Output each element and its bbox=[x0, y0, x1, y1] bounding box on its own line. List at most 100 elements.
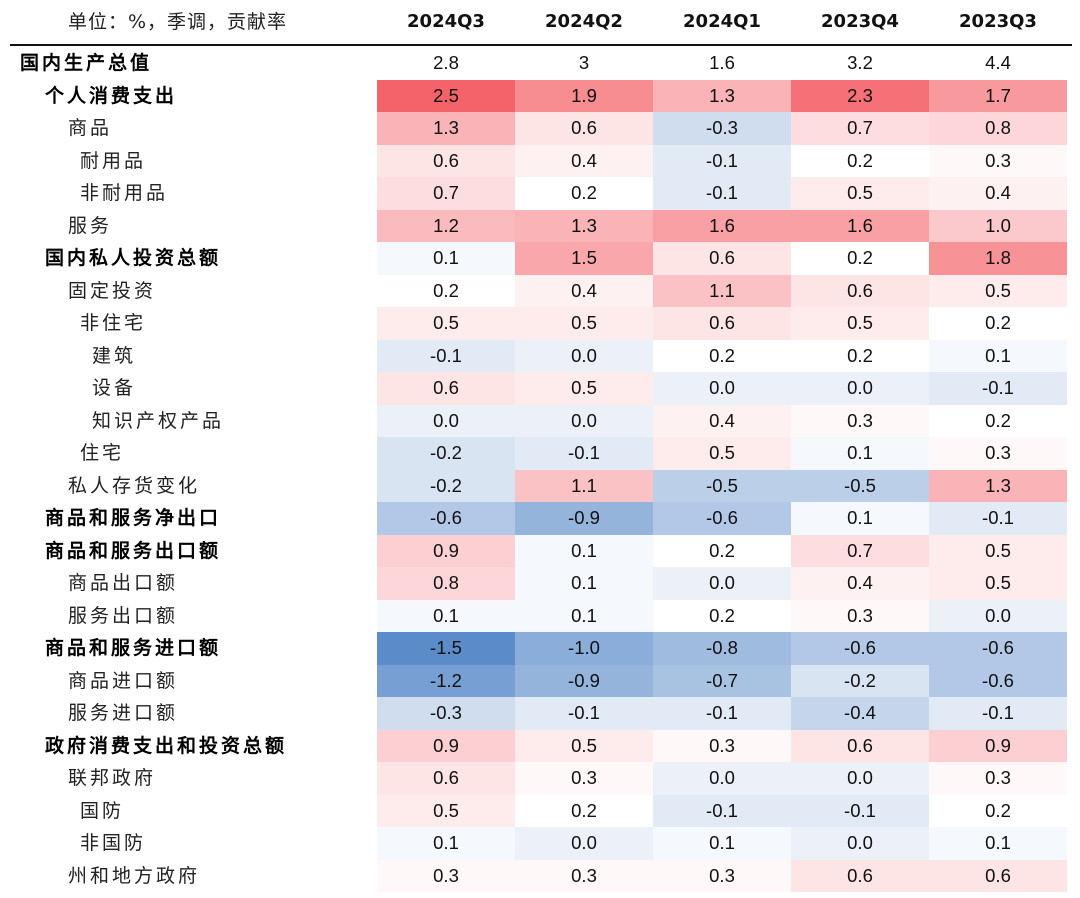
heatmap-cell: 0.0 bbox=[791, 762, 929, 795]
heatmap-cell: 0.7 bbox=[791, 112, 929, 145]
heatmap-cell: 1.9 bbox=[515, 79, 653, 112]
heatmap-cell: 0.6 bbox=[377, 372, 515, 405]
heatmap-cell: 0.6 bbox=[791, 274, 929, 307]
heatmap-cell: -0.6 bbox=[929, 664, 1067, 697]
row-label: 住宅 bbox=[80, 442, 125, 464]
column-header: 2024Q2 bbox=[545, 11, 623, 32]
heatmap-cell: 0.3 bbox=[791, 404, 929, 437]
heatmap-cell: 0.6 bbox=[791, 729, 929, 762]
column-header: 2024Q3 bbox=[407, 11, 485, 32]
heatmap-cell: -0.6 bbox=[929, 632, 1067, 665]
heatmap-cell: 0.2 bbox=[791, 242, 929, 275]
heatmap-cell: -0.1 bbox=[377, 339, 515, 372]
row-label: 联邦政府 bbox=[68, 767, 157, 789]
row-label: 设备 bbox=[92, 377, 137, 399]
heatmap-cell: -0.2 bbox=[377, 469, 515, 502]
heatmap-cell: 0.2 bbox=[929, 404, 1067, 437]
row-label: 商品出口额 bbox=[68, 572, 179, 594]
heatmap-cell: 0.0 bbox=[377, 404, 515, 437]
heatmap-cell: -1.5 bbox=[377, 632, 515, 665]
heatmap-cell: -0.5 bbox=[653, 469, 791, 502]
row-label: 非国防 bbox=[80, 832, 147, 854]
heatmap-cell: -0.5 bbox=[791, 469, 929, 502]
heatmap-cell: 0.9 bbox=[929, 729, 1067, 762]
heatmap-cell: 0.0 bbox=[515, 339, 653, 372]
heatmap-cell: 1.1 bbox=[515, 469, 653, 502]
column-header: 2023Q4 bbox=[821, 11, 899, 32]
heatmap-cell: -0.1 bbox=[791, 794, 929, 827]
heatmap-cell: 0.1 bbox=[929, 827, 1067, 860]
heatmap-cell: 0.3 bbox=[515, 859, 653, 892]
heatmap-cell: -0.8 bbox=[653, 632, 791, 665]
row-label: 商品和服务进口额 bbox=[45, 637, 222, 659]
heatmap-cell: 0.0 bbox=[653, 567, 791, 600]
heatmap-cell: 4.4 bbox=[985, 52, 1011, 73]
heatmap-cell: 0.1 bbox=[515, 534, 653, 567]
row-label: 国内私人投资总额 bbox=[45, 247, 222, 269]
row-label: 固定投资 bbox=[68, 279, 157, 302]
heatmap-cell: 0.3 bbox=[791, 599, 929, 632]
heatmap-cell: -0.1 bbox=[653, 794, 791, 827]
heatmap-cell: 0.5 bbox=[929, 274, 1067, 307]
heatmap-cell: 0.2 bbox=[515, 177, 653, 210]
heatmap-cell: 0.0 bbox=[929, 599, 1067, 632]
row-label: 耐用品 bbox=[80, 149, 147, 172]
heatmap-cell: 0.0 bbox=[515, 827, 653, 860]
heatmap-cell: -0.6 bbox=[653, 502, 791, 535]
heatmap-cell: 2.8 bbox=[433, 52, 459, 73]
row-label: 商品和服务出口额 bbox=[45, 539, 222, 562]
heatmap-cell: 0.0 bbox=[515, 404, 653, 437]
heatmap-cell: -1.2 bbox=[377, 664, 515, 697]
heatmap-cell: 1.1 bbox=[653, 274, 791, 307]
heatmap-cell: 0.2 bbox=[653, 339, 791, 372]
heatmap-cell: 0.5 bbox=[377, 794, 515, 827]
heatmap-cell: 0.9 bbox=[377, 729, 515, 762]
heatmap-cell: 0.8 bbox=[929, 112, 1067, 145]
heatmap-cell: 0.6 bbox=[929, 859, 1067, 892]
heatmap-cell: 0.3 bbox=[929, 762, 1067, 795]
heatmap-cell: 0.6 bbox=[377, 762, 515, 795]
heatmap-cell: 0.2 bbox=[791, 339, 929, 372]
heatmap-cell: 0.1 bbox=[377, 242, 515, 275]
heatmap-cell: 0.5 bbox=[653, 437, 791, 470]
heatmap-cell: 0.3 bbox=[377, 859, 515, 892]
heatmap-cell: 0.1 bbox=[377, 827, 515, 860]
heatmap-cell: 0.6 bbox=[791, 859, 929, 892]
heatmap-cell: -0.2 bbox=[791, 664, 929, 697]
row-label: 州和地方政府 bbox=[68, 864, 201, 887]
heatmap-cell: 0.1 bbox=[515, 599, 653, 632]
heatmap-cell: 0.5 bbox=[515, 307, 653, 340]
row-label: 商品和服务净出口 bbox=[45, 507, 222, 529]
heatmap-cell: 0.4 bbox=[929, 177, 1067, 210]
unit-label: 单位：%，季调，贡献率 bbox=[68, 11, 288, 33]
heatmap-cell: 0.5 bbox=[929, 567, 1067, 600]
heatmap-cell: 0.3 bbox=[929, 437, 1067, 470]
row-label: 国防 bbox=[80, 799, 125, 822]
heatmap-cell: -0.2 bbox=[377, 437, 515, 470]
heatmap-cell: -0.1 bbox=[653, 144, 791, 177]
row-label: 非耐用品 bbox=[80, 182, 169, 204]
heatmap-cell: -1.0 bbox=[515, 632, 653, 665]
heatmap-cell: 3.2 bbox=[847, 52, 873, 73]
heatmap-cell: 0.1 bbox=[791, 437, 929, 470]
heatmap-cell: 0.2 bbox=[653, 599, 791, 632]
heatmap-cell: 0.2 bbox=[929, 307, 1067, 340]
heatmap-cell: 1.3 bbox=[653, 79, 791, 112]
heatmap-cell: 0.4 bbox=[653, 404, 791, 437]
heatmap-cell: 0.5 bbox=[377, 307, 515, 340]
heatmap-cell: 3 bbox=[578, 52, 590, 73]
heatmap-cell: 1.6 bbox=[653, 209, 791, 242]
heatmap-cell: -0.9 bbox=[515, 502, 653, 535]
heatmap-cell: 0.5 bbox=[515, 729, 653, 762]
heatmap-cell: 0.3 bbox=[653, 859, 791, 892]
heatmap-cell: -0.4 bbox=[791, 697, 929, 730]
row-label: 国内生产总值 bbox=[20, 52, 153, 74]
heatmap-cell: -0.1 bbox=[929, 372, 1067, 405]
heatmap-cell: 1.8 bbox=[929, 242, 1067, 275]
row-label: 服务 bbox=[68, 214, 113, 237]
heatmap-cell: 0.8 bbox=[377, 567, 515, 600]
heatmap-cell: 0.0 bbox=[653, 372, 791, 405]
row-label: 建筑 bbox=[92, 344, 137, 367]
row-label: 商品 bbox=[68, 117, 113, 139]
